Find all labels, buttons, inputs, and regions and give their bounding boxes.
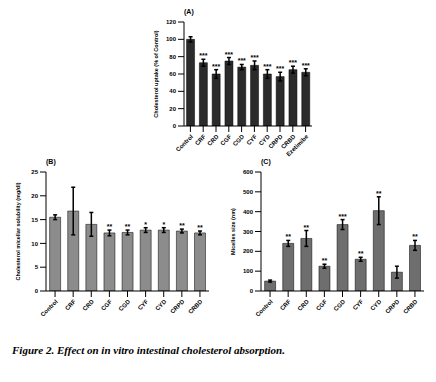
svg-text:200: 200: [243, 248, 254, 254]
svg-text:CRF: CRF: [194, 133, 207, 146]
svg-text:80: 80: [169, 54, 176, 60]
svg-text:**: **: [304, 224, 310, 231]
svg-text:CGF: CGF: [219, 133, 232, 146]
svg-text:0: 0: [250, 288, 254, 294]
svg-text:Control: Control: [254, 298, 274, 318]
svg-text:CGF: CGF: [100, 298, 113, 311]
svg-text:CYD: CYD: [154, 298, 168, 312]
svg-text:**: **: [358, 250, 364, 257]
svg-text:CGD: CGD: [118, 298, 132, 312]
svg-text:CGF: CGF: [315, 298, 328, 311]
svg-text:CRPD: CRPD: [384, 298, 401, 315]
svg-text:40: 40: [169, 88, 176, 94]
svg-text:CRD: CRD: [206, 133, 220, 147]
svg-text:CRBD: CRBD: [402, 298, 419, 315]
svg-text:CYF: CYF: [137, 298, 150, 311]
svg-text:0: 0: [35, 288, 39, 294]
svg-text:***: ***: [276, 65, 284, 72]
svg-text:**: **: [376, 190, 382, 197]
svg-text:0: 0: [173, 123, 177, 129]
svg-text:***: ***: [250, 54, 258, 61]
svg-text:**: **: [412, 233, 418, 240]
svg-text:600: 600: [243, 169, 254, 175]
svg-text:CGD: CGD: [232, 133, 246, 147]
svg-text:**: **: [179, 222, 185, 229]
svg-text:500: 500: [243, 189, 254, 195]
svg-text:**: **: [125, 223, 131, 230]
svg-text:CRF: CRF: [64, 298, 77, 311]
svg-text:25: 25: [31, 169, 38, 175]
svg-text:***: ***: [212, 63, 220, 70]
html-text:(A): (A): [184, 8, 194, 15]
svg-text:Ezetimibe: Ezetimibe: [285, 133, 310, 158]
svg-text:20: 20: [31, 193, 38, 199]
svg-text:CYF: CYF: [352, 298, 365, 311]
html-text:(C): (C): [261, 158, 271, 165]
svg-text:100: 100: [166, 36, 177, 42]
svg-text:***: ***: [238, 57, 246, 64]
svg-text:**: **: [197, 224, 203, 231]
svg-text:15: 15: [31, 217, 38, 223]
svg-text:20: 20: [169, 106, 176, 112]
svg-text:***: ***: [225, 51, 233, 58]
svg-text:CRD: CRD: [82, 298, 96, 312]
svg-text:120: 120: [166, 19, 177, 25]
svg-text:5: 5: [35, 264, 39, 270]
svg-text:***: ***: [302, 62, 310, 69]
svg-text:CYD: CYD: [257, 133, 271, 147]
svg-text:***: ***: [289, 59, 297, 66]
svg-text:***: ***: [338, 213, 346, 220]
html-text:(B): (B): [46, 158, 56, 165]
svg-text:100: 100: [243, 268, 254, 274]
svg-text:*: *: [162, 221, 165, 228]
svg-text:10: 10: [31, 241, 38, 247]
svg-text:400: 400: [243, 209, 254, 215]
svg-text:CRPD: CRPD: [267, 133, 284, 150]
svg-text:300: 300: [243, 229, 254, 235]
svg-text:***: ***: [263, 63, 271, 70]
svg-text:**: **: [322, 257, 328, 264]
svg-text:CRBD: CRBD: [280, 133, 297, 150]
svg-text:CRBD: CRBD: [187, 298, 204, 315]
svg-text:CRF: CRF: [279, 298, 292, 311]
svg-text:CYF: CYF: [245, 133, 258, 146]
svg-text:Control: Control: [175, 133, 195, 153]
svg-text:Control: Control: [39, 298, 59, 318]
svg-text:**: **: [286, 233, 292, 240]
html-text:Figure 2. Effect on in vitro i: Figure 2. Effect on in vitro intestinal …: [12, 344, 285, 356]
svg-text:CYD: CYD: [369, 298, 383, 312]
svg-text:Cholesterol micellar solubilit: Cholesterol micellar solubility (mg/dl): [15, 182, 21, 280]
svg-text:***: ***: [199, 52, 207, 59]
svg-text:*: *: [144, 221, 147, 228]
svg-text:CGD: CGD: [333, 298, 347, 312]
svg-text:Micelles size (nm): Micelles size (nm): [230, 208, 236, 255]
svg-text:CRPD: CRPD: [169, 298, 186, 315]
svg-text:CRD: CRD: [297, 298, 311, 312]
svg-text:**: **: [107, 223, 113, 230]
svg-text:60: 60: [169, 71, 176, 77]
svg-text:Cholesterol uptake (% of Contr: Cholesterol uptake (% of Control): [153, 30, 159, 118]
